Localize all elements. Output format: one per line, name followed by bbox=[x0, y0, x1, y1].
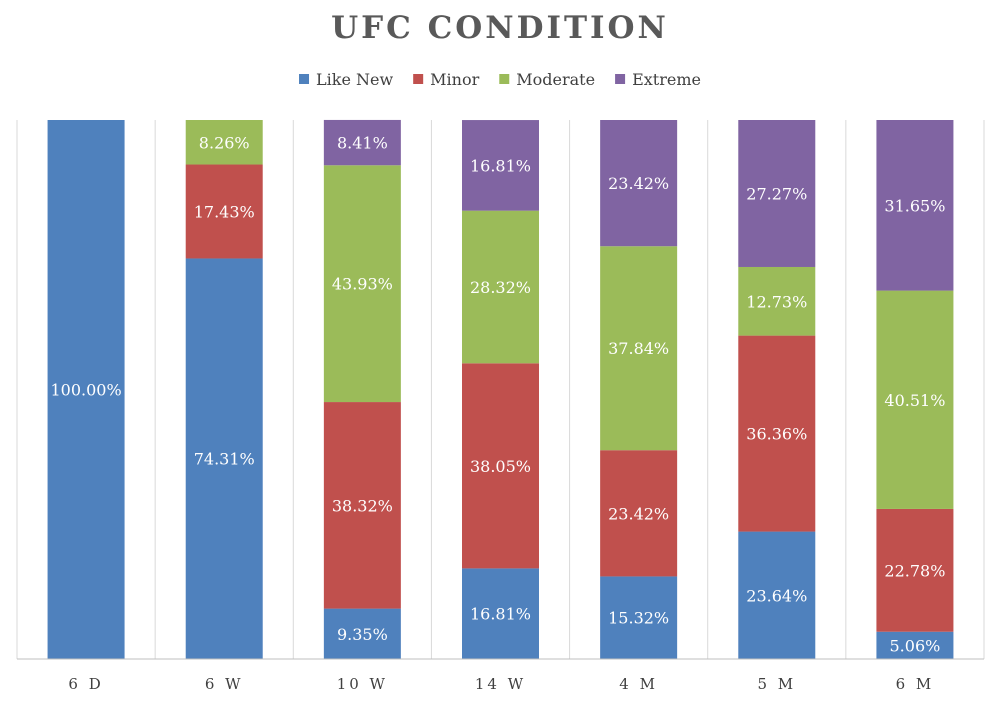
data-label-extreme-10-w: 8.41% bbox=[337, 134, 388, 153]
legend-label-minor: Minor bbox=[430, 70, 479, 89]
data-label-extreme-5-m: 27.27% bbox=[746, 184, 807, 203]
bar-minor-5-m[interactable] bbox=[738, 335, 816, 532]
bars bbox=[47, 119, 954, 659]
data-label-like-new-14-w: 16.81% bbox=[470, 605, 531, 624]
legend-item-moderate[interactable]: Moderate bbox=[499, 70, 595, 89]
bar-minor-6-w[interactable] bbox=[185, 164, 263, 259]
legend-swatch-minor bbox=[413, 74, 424, 84]
x-tick-label-10-w: 10 W bbox=[337, 675, 388, 693]
bar-extreme-5-m[interactable] bbox=[738, 120, 816, 267]
data-label-like-new-10-w: 9.35% bbox=[337, 625, 388, 644]
data-label-extreme-4-m: 23.42% bbox=[608, 174, 669, 193]
data-label-like-new-6-m: 5.06% bbox=[890, 636, 941, 655]
data-labels: 100.00% 74.31% 17.43% 8.26% 9.35% 38.32% 43.93… bbox=[50, 133, 945, 655]
legend-label-moderate: Moderate bbox=[516, 70, 595, 89]
bar-moderate-10-w[interactable] bbox=[323, 165, 401, 403]
bar-minor-14-w[interactable] bbox=[462, 363, 539, 569]
bar-like-new-6-m[interactable] bbox=[876, 631, 954, 659]
bar-like-new-6-w[interactable] bbox=[185, 258, 263, 659]
bar-like-new-4-m[interactable] bbox=[600, 576, 678, 659]
data-label-minor-10-w: 38.32% bbox=[332, 496, 393, 515]
bar-moderate-14-w[interactable] bbox=[462, 210, 539, 364]
bar-like-new-5-m[interactable] bbox=[738, 531, 816, 659]
legend-label-like-new: Like New bbox=[316, 70, 393, 89]
legend-item-minor[interactable]: Minor bbox=[413, 70, 480, 89]
legend-item-extreme[interactable]: Extreme bbox=[615, 70, 701, 89]
x-axis: 6 D 6 W 10 W 14 W 4 M 5 M 6 M bbox=[17, 658, 984, 693]
gridlines bbox=[16, 120, 985, 659]
x-tick-label-6-w: 6 W bbox=[205, 675, 244, 693]
chart-title: UFC CONDITION bbox=[331, 10, 669, 46]
data-label-minor-6-m: 22.78% bbox=[884, 561, 945, 580]
bar-extreme-14-w[interactable] bbox=[462, 120, 539, 211]
data-label-minor-6-w: 17.43% bbox=[194, 202, 255, 221]
data-label-like-new-6-d: 100.00% bbox=[50, 381, 121, 400]
legend-swatch-extreme bbox=[615, 74, 626, 84]
bar-moderate-6-m[interactable] bbox=[876, 290, 954, 509]
data-label-like-new-5-m: 23.64% bbox=[746, 586, 807, 605]
x-tick-label-4-m: 4 M bbox=[619, 675, 658, 693]
data-label-minor-4-m: 23.42% bbox=[608, 504, 669, 523]
data-label-minor-5-m: 36.36% bbox=[746, 425, 807, 444]
bar-like-new-6-d[interactable] bbox=[47, 120, 125, 659]
data-label-moderate-10-w: 43.93% bbox=[332, 275, 393, 294]
data-label-like-new-4-m: 15.32% bbox=[608, 609, 669, 628]
legend: Like New Minor Moderate Extreme bbox=[299, 70, 701, 89]
legend-swatch-moderate bbox=[499, 74, 510, 84]
bar-extreme-10-w[interactable] bbox=[323, 119, 401, 166]
data-label-moderate-6-m: 40.51% bbox=[884, 391, 945, 410]
bar-like-new-14-w[interactable] bbox=[462, 568, 539, 659]
bar-minor-4-m[interactable] bbox=[600, 450, 678, 577]
data-label-moderate-5-m: 12.73% bbox=[746, 292, 807, 311]
bar-extreme-4-m[interactable] bbox=[600, 120, 678, 247]
legend-label-extreme: Extreme bbox=[632, 70, 701, 89]
x-tick-label-6-m: 6 M bbox=[896, 675, 935, 693]
data-label-like-new-6-w: 74.31% bbox=[194, 450, 255, 469]
x-tick-label-5-m: 5 M bbox=[757, 675, 796, 693]
data-label-moderate-6-w: 8.26% bbox=[199, 133, 250, 152]
bar-like-new-10-w[interactable] bbox=[323, 608, 401, 659]
data-label-extreme-6-m: 31.65% bbox=[884, 196, 945, 215]
bar-extreme-6-m[interactable] bbox=[876, 120, 954, 291]
bar-moderate-5-m[interactable] bbox=[738, 266, 816, 336]
data-label-extreme-14-w: 16.81% bbox=[470, 156, 531, 175]
legend-swatch-like-new bbox=[299, 74, 310, 84]
bar-moderate-6-w[interactable] bbox=[185, 120, 263, 165]
x-tick-label-14-w: 14 W bbox=[475, 675, 526, 693]
bar-moderate-4-m[interactable] bbox=[600, 246, 678, 451]
data-label-moderate-14-w: 28.32% bbox=[470, 278, 531, 297]
data-label-moderate-4-m: 37.84% bbox=[608, 339, 669, 358]
bar-minor-6-m[interactable] bbox=[876, 508, 954, 632]
x-tick-label-6-d: 6 D bbox=[68, 675, 103, 693]
data-label-minor-14-w: 38.05% bbox=[470, 457, 531, 476]
bar-minor-10-w[interactable] bbox=[323, 402, 401, 609]
legend-item-like-new[interactable]: Like New bbox=[299, 70, 393, 89]
